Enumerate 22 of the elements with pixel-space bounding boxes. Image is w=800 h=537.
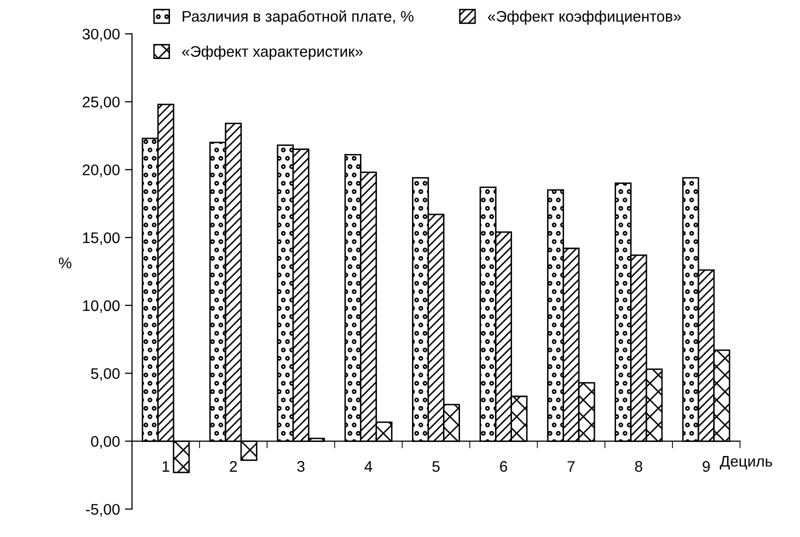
x-tick-label: 6 [500,461,508,472]
y-tick-label: 20,00 [82,164,120,178]
legend-label: Различия в заработной плате, % [182,10,414,25]
y-tick-label: -5,00 [86,504,120,517]
y-tick-label: 25,00 [82,96,120,110]
legend-label: «Эффект коэффициентов» [488,10,681,25]
x-tick-label: 4 [364,461,372,472]
x-tick-label: 5 [432,461,440,472]
legend-label: «Эффект характеристик» [182,46,363,60]
y-tick-label: 0,00 [91,436,120,449]
x-tick-label: 3 [297,461,304,472]
y-tick-label: 10,00 [83,300,120,313]
y-tick-label: 5,00 [91,368,120,381]
x-tick-label: 9 [702,461,710,472]
x-tick-label: 1 [162,461,170,472]
x-tick-label: 7 [568,461,575,472]
x-tick-label: 8 [635,461,642,472]
x-axis-title: Дециль [720,456,772,470]
y-axis-title: % [58,258,72,268]
x-tick-label: 2 [230,461,237,472]
y-tick-label: 30,00 [82,28,120,42]
y-tick-label: 15,00 [83,232,120,245]
